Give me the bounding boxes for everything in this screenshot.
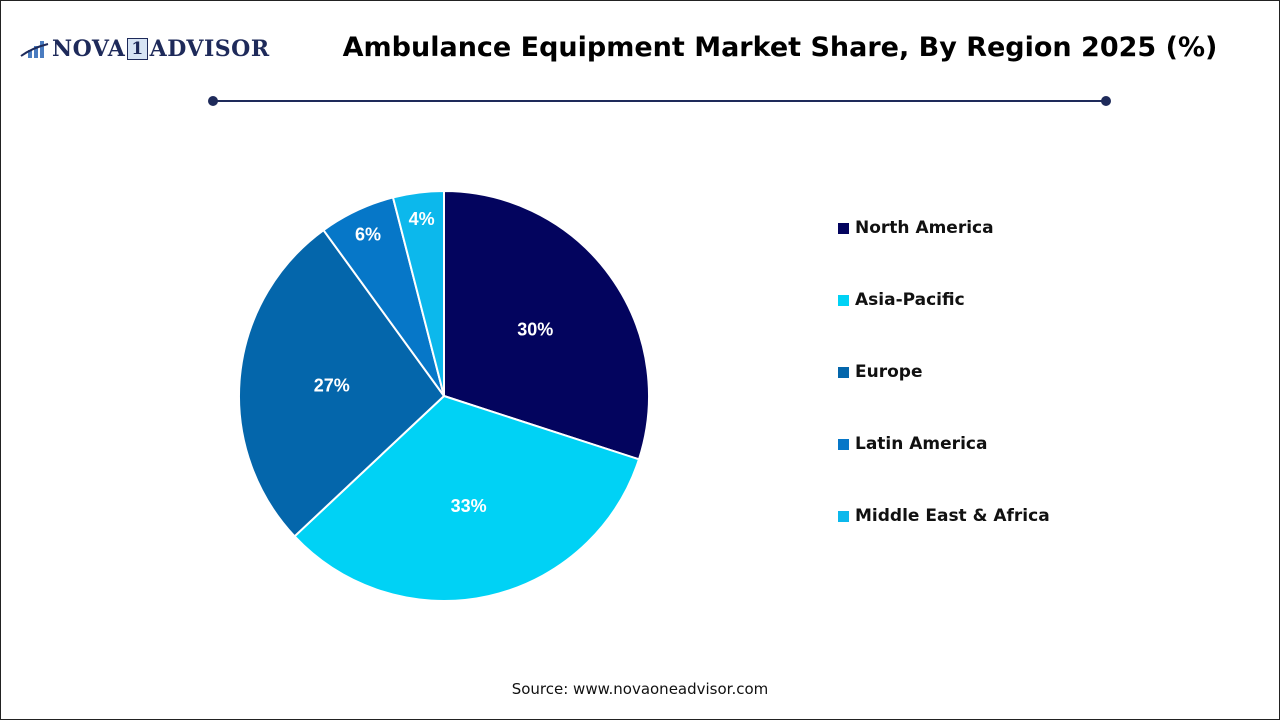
divider-dot-right — [1101, 96, 1111, 106]
pie-slice-europe — [238, 228, 446, 538]
legend-label: Europe — [855, 362, 923, 382]
data-label: 27% — [314, 375, 350, 395]
pie-slice-middle-east-africa — [391, 189, 445, 397]
pie-slice-asia-pacific — [293, 394, 641, 602]
legend-label: North America — [855, 218, 994, 238]
legend-swatch — [838, 510, 849, 522]
legend-label: Asia-Pacific — [855, 290, 965, 310]
legend-item: Asia-Pacific — [838, 288, 1050, 312]
legend-item: Europe — [838, 360, 1050, 384]
legend-item: Middle East & Africa — [838, 504, 1050, 528]
legend-swatch — [838, 294, 849, 306]
legend-swatch — [838, 438, 849, 450]
data-label: 6% — [355, 225, 381, 245]
logo-text-left: NOVA — [52, 36, 126, 62]
divider-dot-left — [208, 96, 218, 106]
legend-item: North America — [838, 216, 1050, 240]
logo-text-right: ADVISOR — [149, 36, 270, 62]
chart-title: Ambulance Equipment Market Share, By Reg… — [342, 32, 1218, 63]
logo-text-mid: 1 — [127, 38, 148, 60]
legend-label: Latin America — [855, 434, 988, 454]
pie-slice-north-america — [443, 189, 650, 461]
legend-item: Latin America — [838, 432, 1050, 456]
logo: NOVA 1 ADVISOR — [20, 36, 270, 62]
legend-swatch — [838, 366, 849, 378]
legend: North America Asia-Pacific Europe Latin Ame… — [838, 216, 1050, 576]
title-divider — [213, 100, 1106, 102]
data-label: 4% — [409, 209, 435, 229]
legend-label: Middle East & Africa — [855, 506, 1050, 526]
legend-swatch — [838, 222, 849, 234]
bar-chart-icon — [20, 41, 49, 58]
data-label: 33% — [451, 496, 487, 516]
source-note: Source: www.novaoneadvisor.com — [511, 680, 769, 698]
data-label: 30% — [517, 320, 553, 340]
